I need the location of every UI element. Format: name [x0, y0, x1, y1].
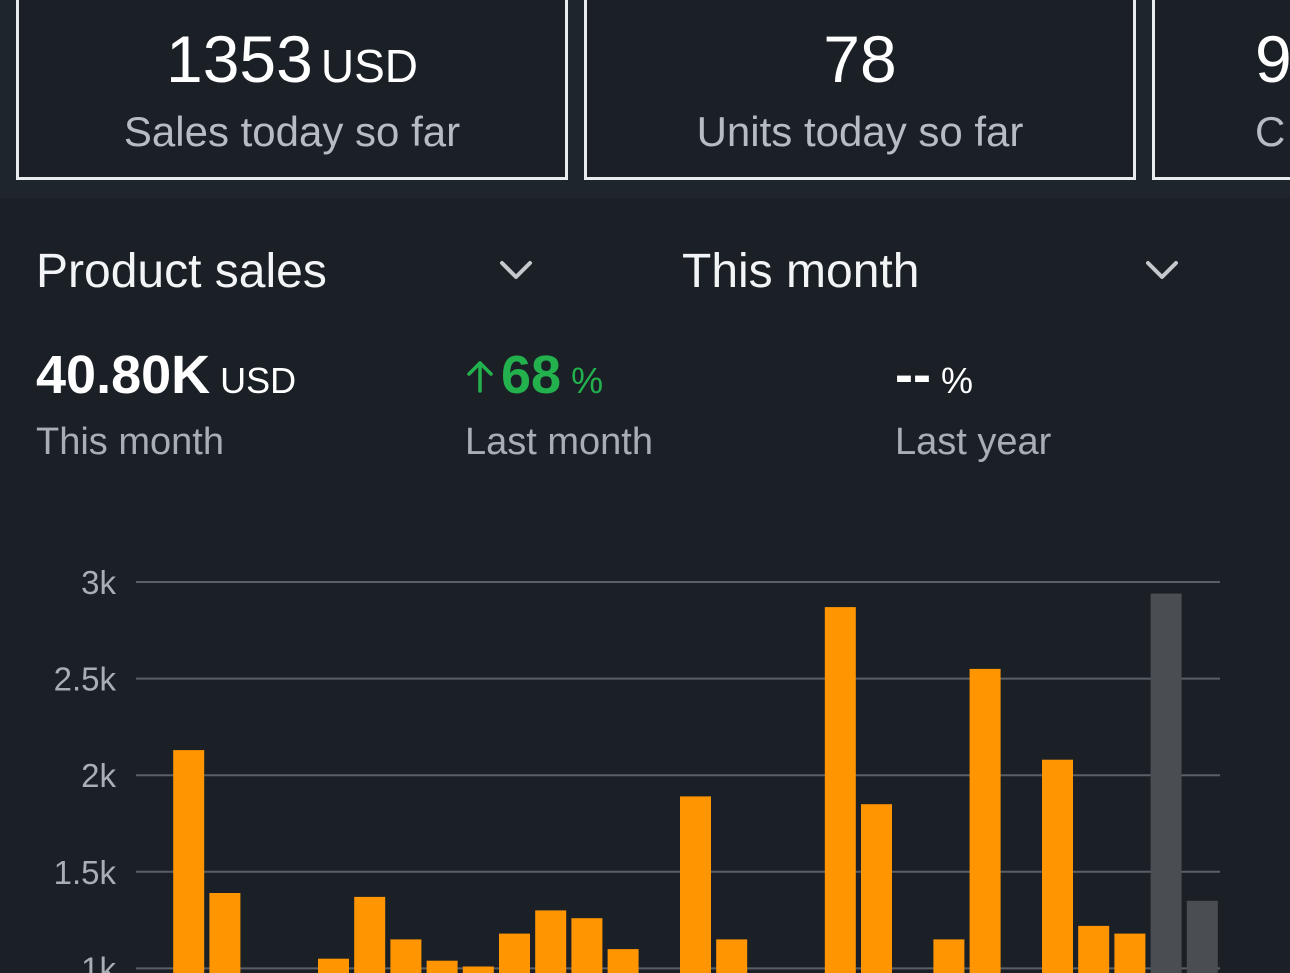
last-year-unit: % — [940, 360, 973, 401]
chevron-down-icon — [500, 261, 532, 279]
this-month-label: This month — [36, 421, 224, 463]
metric-type-label: Product sales — [36, 245, 327, 298]
sales-bar[interactable] — [1114, 933, 1146, 973]
chevron-down-icon — [1146, 261, 1178, 279]
sales-bar[interactable] — [499, 933, 530, 973]
sales-bar[interactable] — [861, 804, 892, 973]
sales-bar[interactable] — [426, 960, 458, 973]
y-tick-label: 1.5k — [54, 854, 117, 891]
sales-today-label: Sales today so far — [123, 108, 461, 155]
last-month-unit: % — [571, 360, 604, 401]
sales-bar[interactable] — [969, 668, 1001, 973]
metric-type-dropdown[interactable]: Product sales — [36, 238, 546, 306]
y-tick-label: 2.5k — [54, 661, 117, 698]
period-label: This month — [682, 245, 920, 298]
sales-bar[interactable] — [716, 939, 748, 973]
last-month-stat: 68% Last month — [465, 344, 653, 464]
period-dropdown[interactable]: This month — [682, 238, 1192, 306]
sales-bar[interactable] — [462, 966, 494, 973]
sales-bar[interactable] — [209, 893, 241, 973]
last-year-stat: --% Last year — [895, 344, 1051, 464]
y-tick-label: 3k — [81, 564, 116, 601]
sales-bar[interactable] — [173, 750, 205, 973]
sales-bar[interactable] — [680, 796, 711, 973]
sales-bar[interactable] — [607, 949, 639, 973]
last-year-value: --% — [895, 345, 973, 405]
this-month-value: 40.80K USD — [36, 345, 297, 405]
sales-bar[interactable] — [571, 918, 603, 973]
sales-today-value: 1353 USD — [166, 22, 418, 96]
projected-bar[interactable] — [1150, 593, 1182, 973]
units-today-value: 78 — [823, 22, 897, 96]
sales-bar[interactable] — [318, 958, 349, 973]
arrow-up-icon — [467, 361, 493, 393]
this-month-unit: USD — [220, 360, 297, 401]
sales-bar[interactable] — [1042, 759, 1073, 973]
sales-bar[interactable] — [933, 939, 965, 973]
sales-bar[interactable] — [824, 607, 856, 973]
units-today-label: Units today so far — [696, 108, 1024, 155]
third-metric-value: 9 — [1255, 22, 1290, 96]
units-today-card[interactable]: 78 Units today so far — [584, 0, 1136, 180]
this-month-stat: 40.80K USD This month — [36, 344, 296, 464]
metrics-strip: 1353 USD Sales today so far 78 Units toda… — [0, 0, 1290, 198]
last-month-value: 68% — [465, 344, 653, 412]
projected-bar[interactable] — [1186, 900, 1218, 973]
third-metric-card[interactable]: 9 C — [1152, 0, 1290, 180]
last-year-label: Last year — [895, 421, 1052, 463]
third-metric-label: C — [1255, 108, 1286, 155]
y-tick-label: 1k — [81, 950, 116, 973]
sales-bar[interactable] — [390, 939, 422, 973]
sales-today-unit: USD — [320, 40, 418, 92]
sales-bar[interactable] — [1078, 925, 1110, 973]
y-tick-label: 2k — [81, 757, 116, 794]
sales-today-card[interactable]: 1353 USD Sales today so far — [16, 0, 568, 180]
sales-bar[interactable] — [535, 910, 567, 973]
sales-bar[interactable] — [354, 896, 386, 973]
last-month-label: Last month — [465, 421, 653, 463]
